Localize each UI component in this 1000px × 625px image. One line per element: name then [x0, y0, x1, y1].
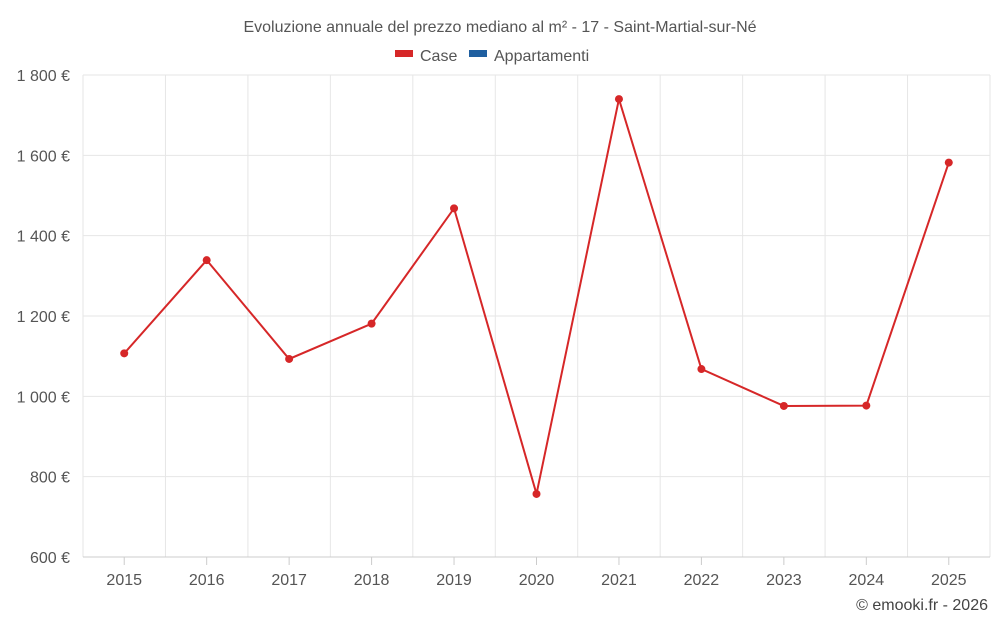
data-point-2021[interactable] — [614, 95, 623, 104]
legend-label-case: Case — [420, 48, 457, 65]
x-tick-label: 2021 — [601, 572, 637, 589]
x-tick-label: 2018 — [354, 572, 390, 589]
x-tick-label: 2019 — [436, 572, 472, 589]
x-tick-label: 2023 — [766, 572, 802, 589]
x-tick-label: 2025 — [931, 572, 967, 589]
data-point-2023[interactable] — [779, 401, 788, 410]
x-axis: 2015 2016 2017 2018 2019 2020 2021 2022 2023 2024… — [83, 556, 990, 589]
grid — [82, 74, 991, 558]
data-point-2019[interactable] — [450, 204, 459, 213]
x-tick-label: 2016 — [189, 572, 225, 589]
data-point-2016[interactable] — [202, 256, 211, 265]
y-tick-label: 600 € — [30, 550, 70, 567]
data-point-2017[interactable] — [285, 354, 294, 363]
legend-item-case[interactable]: Case — [395, 48, 457, 65]
y-tick-label: 1 000 € — [17, 389, 70, 406]
series-case — [120, 95, 953, 498]
y-tick-label: 1 200 € — [17, 309, 70, 326]
legend-swatch-appartamenti — [469, 50, 487, 57]
data-point-2025[interactable] — [944, 158, 953, 167]
legend-label-appartamenti: Appartamenti — [494, 48, 589, 65]
chart-title: Evoluzione annuale del prezzo mediano al… — [243, 19, 756, 36]
data-point-2018[interactable] — [367, 319, 376, 328]
y-tick-label: 1 600 € — [17, 148, 70, 165]
x-tick-label: 2020 — [519, 572, 555, 589]
credit: © emooki.fr - 2026 — [856, 597, 988, 614]
y-tick-label: 800 € — [30, 470, 70, 487]
y-tick-label: 1 800 € — [17, 68, 70, 85]
x-tick-label: 2017 — [271, 572, 307, 589]
legend-swatch-case — [395, 50, 413, 57]
data-point-2015[interactable] — [120, 349, 129, 358]
x-tick-label: 2015 — [106, 572, 142, 589]
legend: Case Appartamenti — [395, 48, 589, 65]
x-tick-label: 2024 — [849, 572, 885, 589]
y-axis: 600 € 800 € 1 000 € 1 200 € 1 400 € 1 600 € 1 … — [17, 68, 70, 567]
data-point-2020[interactable] — [532, 489, 541, 498]
y-tick-label: 1 400 € — [17, 229, 70, 246]
x-tick-label: 2022 — [684, 572, 720, 589]
legend-item-appartamenti[interactable]: Appartamenti — [469, 48, 589, 65]
data-point-2024[interactable] — [862, 401, 871, 410]
data-point-2022[interactable] — [697, 365, 706, 374]
